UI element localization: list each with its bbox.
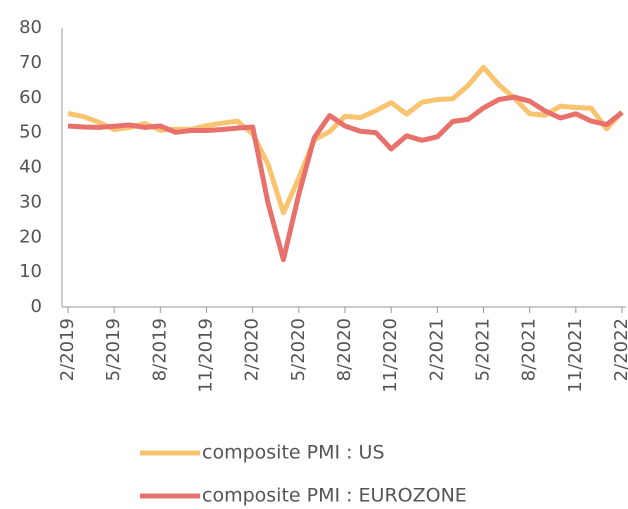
x-tick-label: 8/2021 bbox=[519, 318, 540, 381]
legend-label: composite PMI : EUROZONE bbox=[202, 485, 467, 507]
x-tick-label: 2/2022 bbox=[611, 318, 628, 381]
x-tick-label: 5/2020 bbox=[288, 318, 309, 381]
x-tick-label: 5/2021 bbox=[473, 318, 494, 381]
y-tick-label: 0 bbox=[31, 296, 42, 317]
x-tick-label: 5/2019 bbox=[103, 318, 124, 381]
legend-label: composite PMI : US bbox=[202, 442, 385, 464]
x-tick-label: 2/2021 bbox=[426, 318, 447, 381]
y-tick-label: 20 bbox=[19, 226, 42, 247]
x-tick-label: 11/2020 bbox=[380, 318, 401, 393]
y-tick-label: 60 bbox=[19, 87, 42, 108]
x-tick-label: 2/2020 bbox=[242, 318, 263, 381]
y-tick-label: 70 bbox=[19, 52, 42, 73]
x-tick-label: 8/2020 bbox=[334, 318, 355, 381]
line-series bbox=[67, 94, 624, 263]
y-tick-label: 80 bbox=[19, 17, 42, 38]
y-tick-label: 10 bbox=[19, 261, 42, 282]
x-tick-label: 11/2019 bbox=[196, 318, 217, 393]
line-series bbox=[67, 64, 624, 216]
x-tick-label: 11/2021 bbox=[565, 318, 586, 393]
y-tick-label: 30 bbox=[19, 191, 42, 212]
y-tick-label: 50 bbox=[19, 122, 42, 143]
x-tick-label: 8/2019 bbox=[149, 318, 170, 381]
y-tick-label: 40 bbox=[19, 157, 42, 178]
x-tick-label: 2/2019 bbox=[57, 318, 78, 381]
